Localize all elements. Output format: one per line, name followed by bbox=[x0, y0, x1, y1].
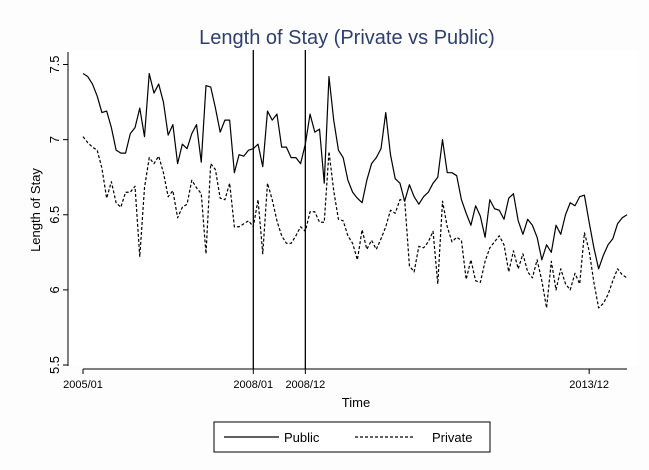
y-tick-label: 7 bbox=[47, 136, 62, 143]
legend-label-public: Public bbox=[284, 430, 320, 445]
x-axis: 2005/01 2008/01 2008/12 2013/12 bbox=[63, 368, 627, 391]
vertical-reference-lines bbox=[252, 50, 306, 369]
x-tick-label: 2008/01 bbox=[233, 379, 273, 391]
y-axis: 5.5 6 6.5 7 7.5 bbox=[47, 52, 69, 374]
y-tick-label: 7.5 bbox=[47, 55, 62, 73]
y-tick-label: 6 bbox=[47, 286, 62, 293]
y-tick-label: 5.5 bbox=[47, 356, 62, 374]
chart-title: Length of Stay (Private vs Public) bbox=[199, 27, 495, 49]
x-tick-label: 2005/01 bbox=[63, 379, 103, 391]
y-tick-label: 6.5 bbox=[47, 206, 62, 224]
series-line-private bbox=[82, 136, 628, 309]
series-layer bbox=[82, 72, 628, 309]
x-tick-label: 2013/12 bbox=[569, 379, 609, 391]
series-line-public bbox=[82, 72, 628, 270]
plot-area bbox=[68, 50, 639, 366]
y-axis-title: Length of Stay bbox=[28, 168, 43, 252]
legend-label-private: Private bbox=[432, 430, 472, 445]
x-tick-label: 2008/12 bbox=[285, 379, 325, 391]
legend: Public Private bbox=[213, 421, 491, 453]
x-axis-title: Time bbox=[342, 395, 370, 410]
